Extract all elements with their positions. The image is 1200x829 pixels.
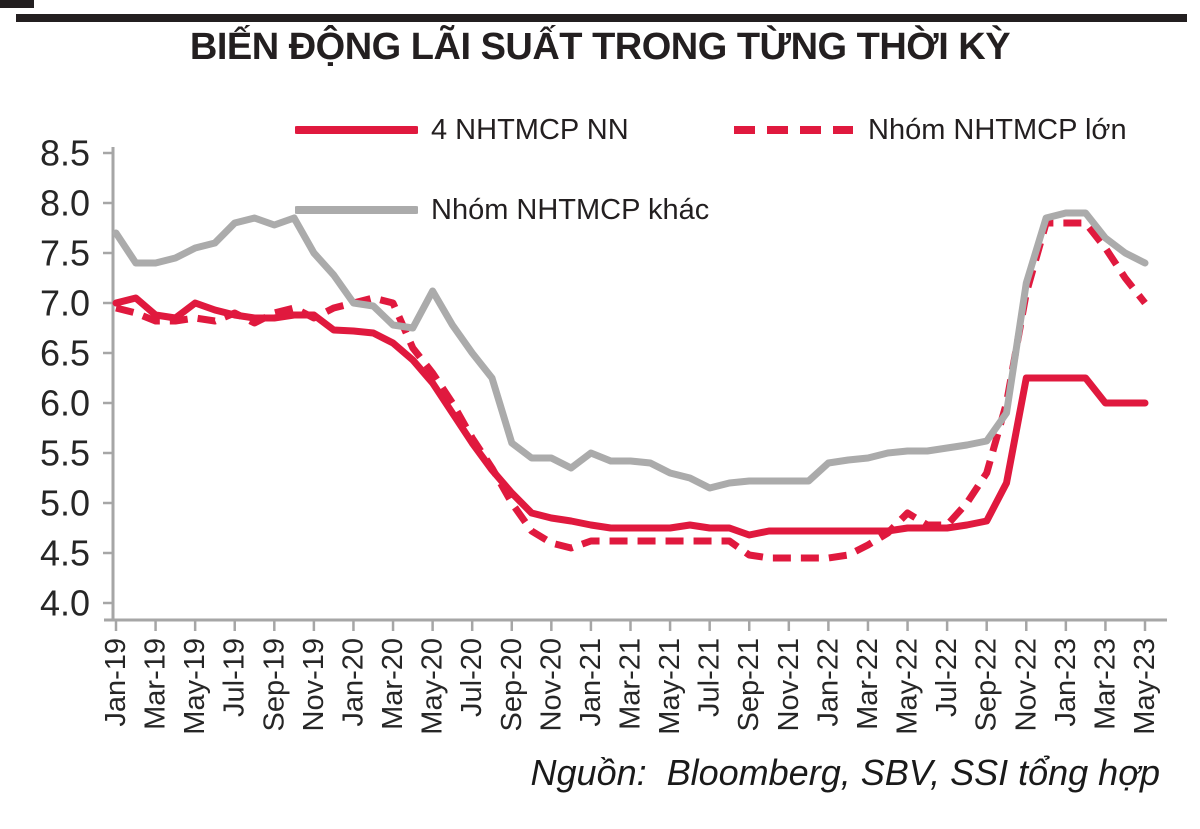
dashed-red-line-swatch-icon [734,126,853,134]
x-tick-label: Jul-22 [931,638,963,717]
y-tick-label: 6.5 [40,333,90,374]
y-tick-label: 8.0 [40,183,90,224]
solid-red-line-swatch-icon [295,126,418,134]
y-tick-label: 5.0 [40,483,90,524]
chart-title: BIẾN ĐỘNG LÃI SUẤT TRONG TỪNG THỜI KỲ [189,26,1011,68]
x-tick-label: May-21 [654,638,686,735]
x-tick-label: Nov-20 [535,638,567,732]
legend-label: Nhóm NHTMCP khác [431,193,710,226]
series-line-2 [112,209,1149,492]
x-tick-label: Jul-19 [219,638,251,717]
x-tick-label: Mar-21 [615,638,647,730]
x-tick-label: Nov-19 [298,638,330,732]
x-tick-label: Mar-19 [140,638,172,730]
x-tick-label: Jan-23 [1050,638,1082,727]
title-rule [16,14,1187,22]
x-tick-label: Mar-20 [377,638,409,730]
y-tick-label: 7.0 [40,283,90,324]
series-line-1 [115,219,1148,562]
x-tick-label: Jan-19 [100,638,132,727]
legend-item-nhom-nhtmcp-lon: Nhóm NHTMCP lớn [732,110,1127,150]
x-tick-label: May-20 [417,638,449,735]
x-tick-label: Jan-21 [575,638,607,727]
solid-gray-line-swatch-icon [295,206,418,214]
x-tick-label: Nov-21 [773,638,805,732]
y-tick-label: 6.0 [40,383,90,424]
x-tick-label: Jan-22 [812,638,844,727]
y-tick-label: 7.5 [40,233,90,274]
source-note: Nguồn: Bloomberg, SBV, SSI tổng hợp [530,752,1160,793]
series-line-0 [112,294,1149,539]
x-tick-label: Sep-22 [971,638,1003,732]
y-tick-label: 4.5 [40,533,90,574]
y-tick-label: 8.5 [40,133,90,174]
x-tick-label: Mar-22 [852,638,884,730]
x-tick-label: Nov-22 [1010,638,1042,732]
x-tick-label: Jan-20 [337,638,369,727]
x-tick-label: Jul-21 [694,638,726,717]
x-tick-label: May-23 [1129,638,1161,735]
x-tick-label: Jul-20 [456,638,488,717]
x-tick-label: Sep-20 [496,638,528,732]
x-tick-label: May-19 [179,638,211,735]
legend-label: Nhóm NHTMCP lớn [868,113,1127,146]
y-tick-label: 5.5 [40,433,90,474]
x-tick-label: Mar-23 [1089,638,1121,730]
legend-label: 4 NHTMCP NN [431,113,629,146]
legend-item-nhom-nhtmcp-khac: Nhóm NHTMCP khác [295,190,709,230]
x-tick-label: May-22 [892,638,924,735]
corner-mark [0,0,34,8]
y-tick-label: 4.0 [40,583,90,624]
x-tick-label: Sep-21 [733,638,765,732]
legend-item-4nhtmcp-nn: 4 NHTMCP NN [295,110,629,150]
x-tick-label: Sep-19 [258,638,290,732]
